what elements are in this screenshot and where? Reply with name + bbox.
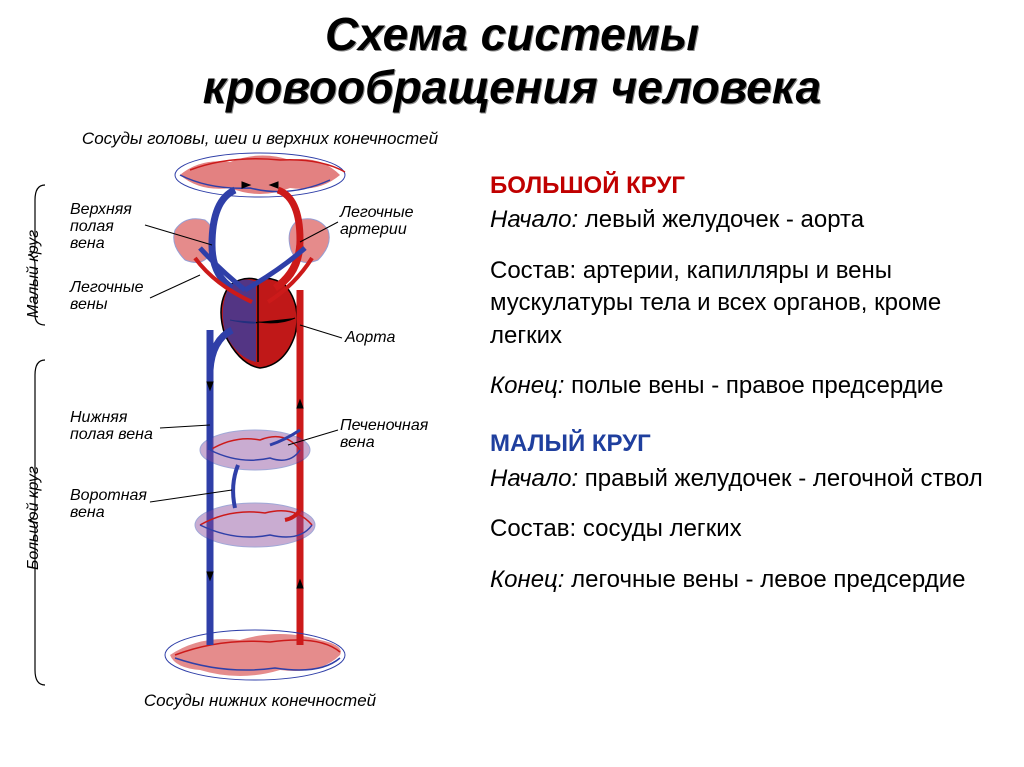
small-circle-start: Начало: правый желудочек - легочной ство… — [490, 463, 990, 495]
circulatory-svg — [0, 130, 480, 730]
portal-vein-vessel — [233, 465, 238, 508]
title-line1: Схема системы — [325, 8, 699, 60]
big-circle-end: Конец: полые вены - правое предсердие — [490, 370, 990, 402]
small-circle-composition: Состав: сосуды легких — [490, 513, 990, 545]
big-circle-title: БОЛЬШОЙ КРУГ — [490, 170, 990, 202]
end-label: Конец: — [490, 372, 564, 399]
title-line2: кровообращения человека — [203, 61, 821, 113]
lower-capillaries — [165, 630, 345, 680]
end-label: Конец: — [490, 566, 564, 593]
gut-capillaries — [195, 503, 315, 547]
text-panel: БОЛЬШОЙ КРУГ Начало: левый желудочек - а… — [480, 130, 1010, 760]
composition-label: Состав: — [490, 257, 576, 284]
small-circle-end: Конец: легочные вены - левое предсердие — [490, 564, 990, 596]
big-circle-start: Начало: левый желудочек - аорта — [490, 204, 990, 236]
content-area: Сосуды головы, шеи и верхних конечностей… — [0, 130, 1024, 760]
page-title: Схема системы кровообращения человека — [0, 0, 1024, 114]
head-capillaries — [175, 153, 345, 197]
small-circle-title: МАЛЫЙ КРУГ — [490, 428, 990, 460]
liver-capillaries — [200, 430, 310, 470]
circulatory-diagram: Сосуды головы, шеи и верхних конечностей… — [0, 130, 480, 740]
composition-label: Состав: — [490, 515, 576, 542]
start-label: Начало: — [490, 465, 578, 492]
start-label: Начало: — [490, 206, 578, 233]
big-circle-composition: Состав: артерии, капилляры и вены мускул… — [490, 255, 990, 352]
